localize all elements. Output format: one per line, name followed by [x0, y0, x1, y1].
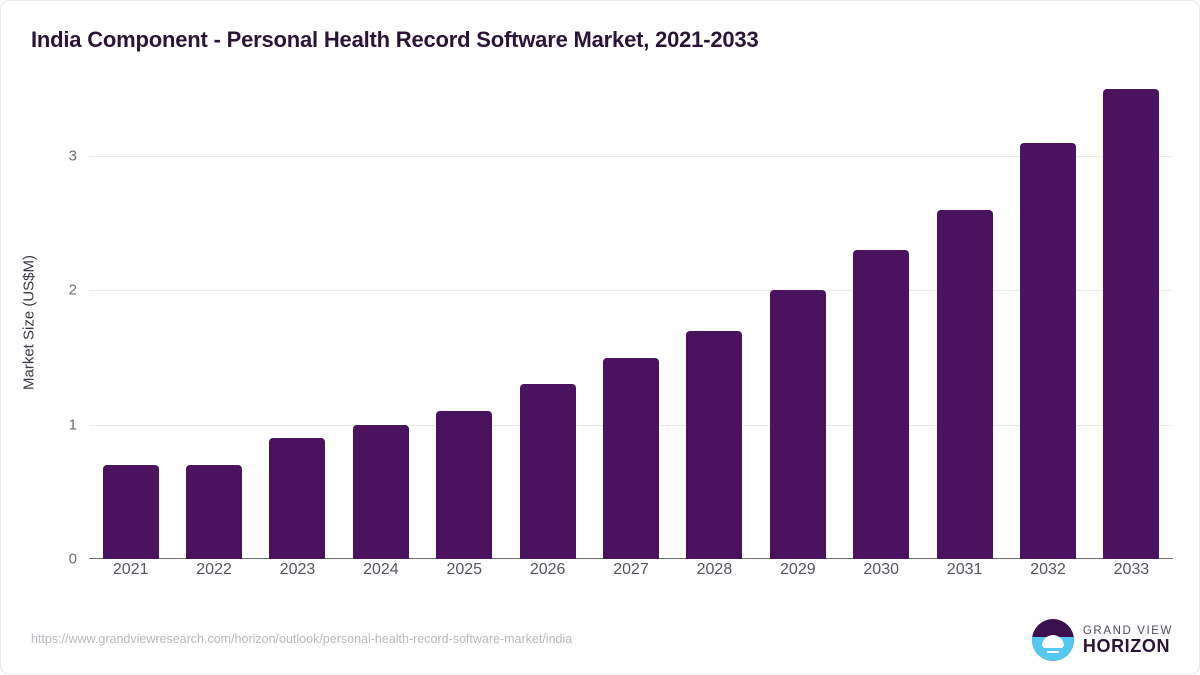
bar-2029[interactable]: [769, 290, 826, 559]
bar-slot: [423, 89, 506, 559]
bar-slot: [756, 89, 839, 559]
y-axis-title: Market Size (US$M): [20, 254, 38, 391]
bar-series: [89, 89, 1173, 559]
logo-line-1: [1042, 645, 1063, 648]
gridline: [89, 290, 1173, 292]
bar-2023[interactable]: [269, 438, 326, 559]
source-url[interactable]: https://www.grandviewresearch.com/horizo…: [31, 632, 573, 646]
bar-2027[interactable]: [603, 357, 660, 559]
y-axis-tick-label: 2: [68, 281, 77, 299]
bar-slot: [923, 89, 1006, 559]
x-axis-label-2030: 2030: [863, 561, 899, 578]
bar-2025[interactable]: [436, 411, 493, 559]
x-axis-label-2023: 2023: [279, 561, 316, 578]
x-axis-label-2033: 2033: [1113, 561, 1150, 578]
logo-dome-shape: [1041, 634, 1064, 646]
bar-2024[interactable]: [352, 424, 409, 559]
horizon-sun-icon: [1031, 619, 1074, 661]
bar-slot: [172, 89, 255, 559]
page-title: India Component - Personal Health Record…: [31, 27, 759, 52]
x-axis-label-2028: 2028: [696, 561, 733, 578]
bar-2031[interactable]: [936, 209, 993, 559]
bar-2032[interactable]: [1019, 142, 1076, 559]
logo-wordmark: GRAND VIEW HORIZON: [1083, 625, 1173, 656]
brand-logo: GRAND VIEW HORIZON: [1031, 619, 1173, 661]
bar-slot: [589, 89, 672, 559]
plot-area: Market Size (US$M) 0 1 2 3: [1, 89, 1199, 599]
plot-inner: [89, 89, 1173, 559]
bar-slot: [673, 89, 756, 559]
bar-slot: [89, 89, 172, 559]
x-axis-label-2025: 2025: [446, 561, 483, 578]
x-axis-label-2024: 2024: [363, 561, 399, 578]
bar-slot: [1006, 89, 1089, 559]
x-axis-label-2021: 2021: [112, 561, 149, 578]
x-axis-label-2027: 2027: [613, 561, 649, 578]
logo-line-horizon: HORIZON: [1082, 635, 1171, 656]
bar-slot: [840, 89, 923, 559]
bar-2033[interactable]: [1103, 89, 1160, 559]
x-axis-label-2022: 2022: [196, 561, 232, 578]
y-axis-tick-label: 3: [68, 147, 77, 165]
bar-2021[interactable]: [102, 465, 159, 559]
y-axis-tick-label: 0: [68, 550, 77, 568]
bar-2026[interactable]: [519, 384, 576, 559]
x-axis-label-2032: 2032: [1030, 561, 1066, 578]
bar-2028[interactable]: [686, 330, 743, 559]
bar-slot: [256, 89, 339, 559]
bar-2022[interactable]: [186, 465, 243, 559]
x-axis-label-2029: 2029: [780, 561, 816, 578]
bar-slot: [1090, 89, 1173, 559]
gridline: [89, 156, 1173, 158]
bar-slot: [339, 89, 422, 559]
x-axis-label-2026: 2026: [529, 561, 566, 578]
y-axis-tick-label: 1: [68, 416, 77, 434]
logo-line-grand-view: GRAND VIEW: [1082, 624, 1173, 637]
x-axis-label-2031: 2031: [946, 561, 983, 578]
bar-slot: [506, 89, 589, 559]
logo-line-2: [1046, 650, 1059, 653]
bar-2030[interactable]: [853, 250, 910, 559]
x-axis-labels: 2021 2022 2023 2024 2025 2026 2027 2028 2029 2030…: [89, 561, 1173, 579]
